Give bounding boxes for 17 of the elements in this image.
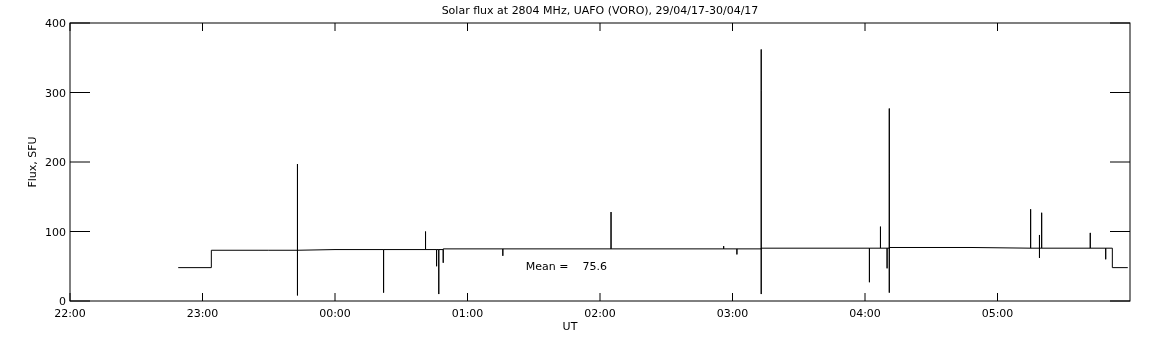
y-tick-label: 0 xyxy=(59,295,66,308)
y-tick-label: 400 xyxy=(45,17,66,30)
x-tick-label: 22:00 xyxy=(54,307,86,320)
x-tick-label: 00:00 xyxy=(319,307,351,320)
y-axis-title: Flux, SFU xyxy=(26,136,39,188)
x-tick-label: 03:00 xyxy=(716,307,749,320)
x-axis-title: UT xyxy=(562,320,578,333)
y-tick-label: 300 xyxy=(45,86,66,100)
x-tick-label: 23:00 xyxy=(186,307,219,320)
x-tick-label: 01:00 xyxy=(451,307,484,320)
y-tick-label: 100 xyxy=(45,225,66,239)
x-tick-label: 04:00 xyxy=(849,307,881,320)
y-tick-label: 200 xyxy=(45,156,66,169)
annotation: Mean = 75.6 xyxy=(525,259,607,273)
x-tick-label: 02:00 xyxy=(584,307,616,320)
chart-title: Solar flux at 2804 MHz, UAFO (VORO), 29/04/17-30/04/17 xyxy=(441,4,759,17)
x-tick-label: 05:00 xyxy=(981,307,1014,320)
